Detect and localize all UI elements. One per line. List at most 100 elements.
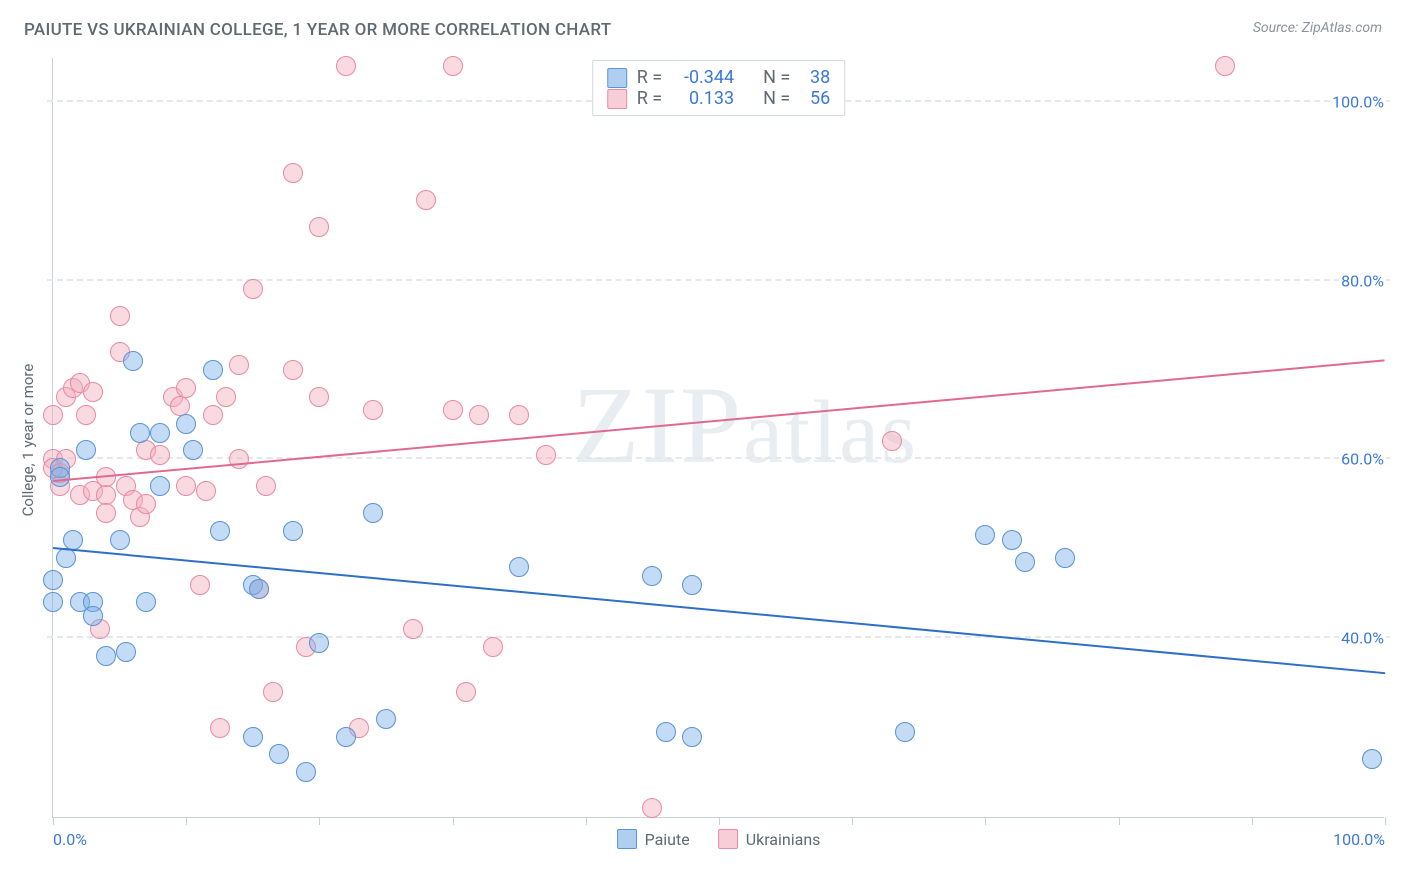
- x-tick: [586, 817, 587, 825]
- point-ukrainians: [882, 431, 902, 451]
- n-label: N =: [763, 88, 790, 109]
- y-tick-label: 80.0%: [1339, 271, 1386, 290]
- point-ukrainians: [210, 718, 230, 738]
- point-paiute: [1002, 530, 1022, 550]
- point-ukrainians: [283, 163, 303, 183]
- point-ukrainians: [136, 494, 156, 514]
- point-ukrainians: [83, 382, 103, 402]
- x-tick: [1252, 817, 1253, 825]
- point-paiute: [642, 566, 662, 586]
- chart-title: PAIUTE VS UKRAINIAN COLLEGE, 1 YEAR OR M…: [24, 20, 611, 40]
- point-ukrainians: [283, 360, 303, 380]
- point-paiute: [183, 440, 203, 460]
- point-paiute: [203, 360, 223, 380]
- x-tick: [453, 817, 454, 825]
- point-paiute: [43, 592, 63, 612]
- x-tick-label: 0.0%: [53, 830, 87, 849]
- point-ukrainians: [309, 217, 329, 237]
- swatch-ukrainians: [607, 89, 627, 109]
- point-paiute: [150, 476, 170, 496]
- x-tick: [985, 817, 986, 825]
- point-ukrainians: [229, 449, 249, 469]
- point-ukrainians: [216, 387, 236, 407]
- point-ukrainians: [1215, 56, 1235, 76]
- point-ukrainians: [76, 405, 96, 425]
- point-paiute: [283, 521, 303, 541]
- point-paiute: [136, 592, 156, 612]
- point-ukrainians: [403, 619, 423, 639]
- y-tick-label: 100.0%: [1330, 92, 1386, 111]
- n-value: 56: [800, 88, 830, 109]
- scatter-chart: ZIPatlas 40.0%60.0%80.0%100.0%0.0%100.0%…: [52, 58, 1384, 818]
- point-paiute: [656, 722, 676, 742]
- point-paiute: [210, 521, 230, 541]
- point-paiute: [63, 530, 83, 550]
- r-label: R =: [637, 88, 662, 109]
- x-tick: [186, 817, 187, 825]
- point-ukrainians: [190, 575, 210, 595]
- trendline-paiute: [53, 547, 1385, 674]
- r-value: -0.344: [672, 67, 734, 88]
- correlation-legend-row: R =0.133 N =56: [607, 88, 831, 109]
- point-paiute: [296, 762, 316, 782]
- point-ukrainians: [443, 56, 463, 76]
- n-value: 38: [800, 67, 830, 88]
- swatch-paiute: [607, 68, 627, 88]
- n-label: N =: [763, 67, 790, 88]
- point-ukrainians: [509, 405, 529, 425]
- point-ukrainians: [176, 378, 196, 398]
- point-paiute: [509, 557, 529, 577]
- point-paiute: [110, 530, 130, 550]
- point-paiute: [243, 727, 263, 747]
- point-paiute: [83, 606, 103, 626]
- point-paiute: [76, 440, 96, 460]
- point-paiute: [363, 503, 383, 523]
- y-tick-label: 60.0%: [1339, 450, 1386, 469]
- point-ukrainians: [416, 190, 436, 210]
- point-ukrainians: [243, 279, 263, 299]
- x-tick: [719, 817, 720, 825]
- point-ukrainians: [469, 405, 489, 425]
- gridline: [47, 636, 1390, 638]
- series-legend: PaiuteUkrainians: [617, 829, 821, 849]
- trendline-ukrainians: [53, 359, 1385, 482]
- point-paiute: [150, 423, 170, 443]
- point-ukrainians: [263, 682, 283, 702]
- point-ukrainians: [43, 405, 63, 425]
- point-ukrainians: [176, 476, 196, 496]
- point-ukrainians: [229, 355, 249, 375]
- swatch-paiute: [617, 829, 637, 849]
- point-ukrainians: [196, 481, 216, 501]
- point-ukrainians: [456, 682, 476, 702]
- chart-header: PAIUTE VS UKRAINIAN COLLEGE, 1 YEAR OR M…: [0, 0, 1406, 48]
- point-ukrainians: [363, 400, 383, 420]
- point-paiute: [249, 579, 269, 599]
- x-tick: [319, 817, 320, 825]
- point-paiute: [116, 642, 136, 662]
- point-paiute: [130, 423, 150, 443]
- point-paiute: [269, 744, 289, 764]
- x-tick-label: 100.0%: [1333, 830, 1385, 849]
- point-paiute: [975, 525, 995, 545]
- watermark: ZIPatlas: [572, 361, 918, 488]
- point-ukrainians: [256, 476, 276, 496]
- x-tick: [852, 817, 853, 825]
- x-tick: [53, 817, 54, 825]
- y-tick-label: 40.0%: [1339, 629, 1386, 648]
- point-ukrainians: [309, 387, 329, 407]
- point-paiute: [895, 722, 915, 742]
- point-ukrainians: [96, 503, 116, 523]
- legend-label: Ukrainians: [746, 830, 821, 849]
- y-axis-title: College, 1 year or more: [19, 364, 37, 517]
- point-ukrainians: [336, 56, 356, 76]
- point-paiute: [1362, 749, 1382, 769]
- correlation-legend-row: R = -0.344 N = 38: [607, 67, 831, 88]
- x-tick: [1385, 817, 1386, 825]
- legend-item: Ukrainians: [718, 829, 821, 849]
- point-paiute: [96, 646, 116, 666]
- point-paiute: [176, 414, 196, 434]
- swatch-ukrainians: [718, 829, 738, 849]
- r-label: R =: [637, 67, 662, 88]
- point-paiute: [376, 709, 396, 729]
- point-paiute: [50, 467, 70, 487]
